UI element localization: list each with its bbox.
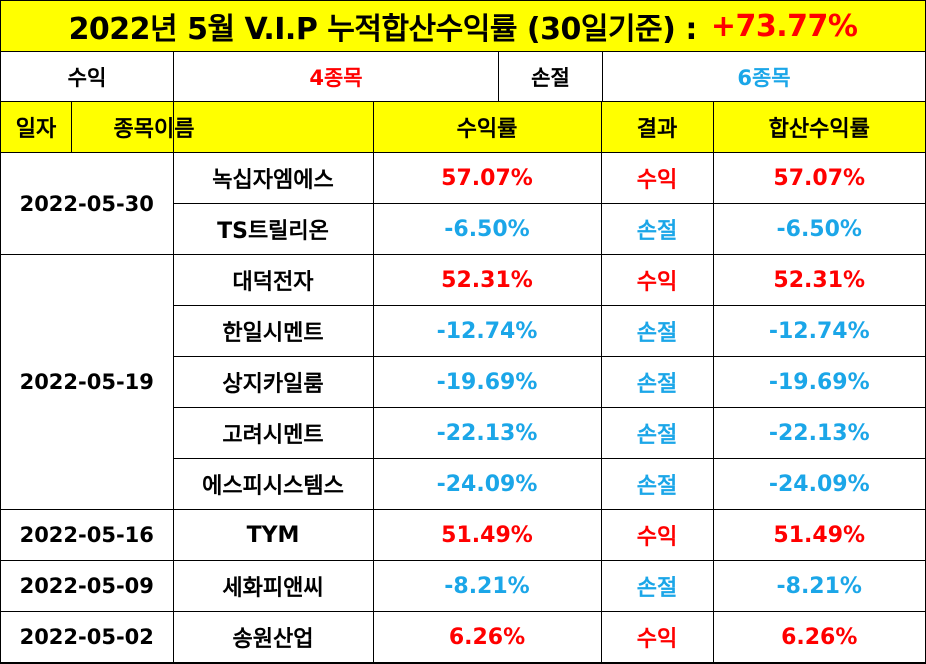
result-cell: 손절 — [600, 407, 714, 459]
loss-label: 손절 — [499, 52, 603, 101]
return-cell: -24.09% — [372, 458, 602, 510]
stock-name-cell: 고려시멘트 — [173, 407, 374, 459]
table-row: 2022-05-02 송원산업 6.26% 수익 6.26% — [1, 611, 925, 663]
cumulative-return-cell: 57.07% — [712, 152, 925, 204]
cumulative-return-cell: -8.21% — [712, 560, 925, 612]
return-cell: -19.69% — [372, 356, 602, 408]
cumulative-return-cell: 6.26% — [712, 611, 925, 663]
cumulative-return-cell: -19.69% — [712, 356, 925, 408]
stock-name-cell: 송원산업 — [172, 611, 374, 663]
profit-label: 수익 — [1, 52, 174, 101]
table-row: 고려시멘트 -22.13% 손절 -22.13% — [1, 407, 925, 459]
return-cell: 6.26% — [372, 611, 602, 663]
result-cell: 수익 — [600, 254, 714, 306]
result-cell: 손절 — [600, 305, 714, 357]
stock-name-cell: 에스피시스템스 — [173, 458, 374, 510]
stock-name-cell: TS트릴리온 — [173, 203, 374, 255]
stock-name-cell: 녹십자엠에스 — [172, 152, 374, 204]
cumulative-return-cell: -6.50% — [712, 203, 925, 255]
result-cell: 손절 — [600, 203, 714, 255]
returns-table: 일자 종목이름 수익률 결과 합산수익률 2022-05-30 녹십자엠에스 57.… — [1, 102, 925, 663]
cumulative-return-cell: 52.31% — [712, 254, 925, 306]
title-text: 2022년 5월 V.I.P 누적합산수익률 (30일기준) : — [68, 12, 698, 47]
table-body: 2022-05-30 녹십자엠에스 57.07% 수익 57.07% TS트릴리온 -6.5… — [1, 152, 925, 663]
date-cell: 2022-05-02 — [1, 611, 174, 663]
header-stock-name: 종목이름 — [114, 102, 374, 153]
cumulative-return-cell: -22.13% — [712, 407, 925, 459]
date-cell: 2022-05-19 — [1, 254, 174, 510]
cumulative-return-cell: 51.49% — [712, 509, 925, 561]
return-cell: -22.13% — [372, 407, 602, 459]
result-cell: 수익 — [600, 152, 714, 204]
stock-name-cell: 한일시멘트 — [173, 305, 374, 357]
table-header-row: 일자 종목이름 수익률 결과 합산수익률 — [1, 102, 925, 153]
stock-name-cell: 대덕전자 — [172, 254, 374, 306]
date-cell: 2022-05-30 — [1, 152, 174, 255]
stock-name-cell: 세화피앤씨 — [172, 560, 374, 612]
header-date-label: 일자 — [1, 102, 72, 152]
header-stock-name-label: 종목이름 — [113, 117, 195, 142]
date-cell: 2022-05-16 — [1, 509, 174, 561]
result-cell: 손절 — [600, 458, 714, 510]
cumulative-return-cell: -24.09% — [712, 458, 925, 510]
header-cumulative-return: 합산수익률 — [712, 102, 925, 153]
stock-name-cell: TYM — [172, 509, 374, 561]
return-cell: 51.49% — [372, 509, 602, 561]
return-cell: 52.31% — [372, 254, 602, 306]
table-row: 상지카일룸 -19.69% 손절 -19.69% — [1, 356, 925, 408]
result-cell: 손절 — [600, 560, 714, 612]
header-date: 일자 — [1, 102, 174, 153]
table-row: 2022-05-19 대덕전자 52.31% 수익 52.31% — [1, 254, 925, 510]
loss-count: 6종목 — [737, 65, 791, 90]
result-cell: 손절 — [600, 356, 714, 408]
return-cell: -6.50% — [372, 203, 602, 255]
page-title: 2022년 5월 V.I.P 누적합산수익률 (30일기준) : +73.77% — [1, 1, 925, 52]
table-row: 2022-05-16 TYM 51.49% 수익 51.49% — [1, 509, 925, 561]
table-row: 2022-05-30 녹십자엠에스 57.07% 수익 57.07% — [1, 152, 925, 255]
result-cell: 수익 — [600, 509, 714, 561]
summary-row: 수익 4종목 손절 6종목 — [1, 52, 925, 102]
header-return: 수익률 — [372, 102, 602, 153]
total-return: +73.77% — [710, 8, 858, 44]
return-cell: -12.74% — [372, 305, 602, 357]
table-row: 한일시멘트 -12.74% 손절 -12.74% — [1, 305, 925, 357]
cumulative-return-cell: -12.74% — [712, 305, 925, 357]
stock-name-cell: 상지카일룸 — [173, 356, 374, 408]
table-row: TS트릴리온 -6.50% 손절 -6.50% — [1, 203, 925, 255]
return-cell: -8.21% — [372, 560, 602, 612]
return-cell: 57.07% — [372, 152, 602, 204]
result-cell: 수익 — [600, 611, 714, 663]
header-result: 결과 — [600, 102, 714, 153]
table-row: 2022-05-09 세화피앤씨 -8.21% 손절 -8.21% — [1, 560, 925, 612]
date-cell: 2022-05-09 — [1, 560, 174, 612]
profit-count: 4종목 — [174, 52, 499, 101]
